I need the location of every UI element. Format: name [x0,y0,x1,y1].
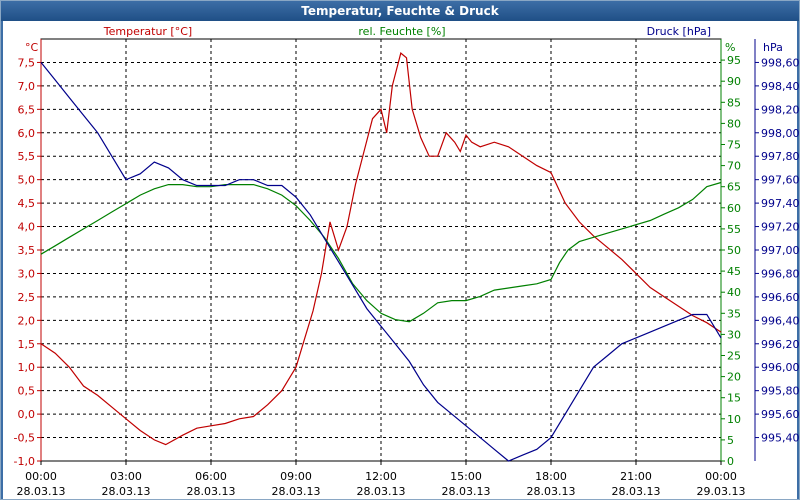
humidity-tick-label: 25 [727,350,741,363]
temperature-tick-label: -0,5 [14,432,35,445]
x-tick-date-label: 28.03.13 [527,485,576,498]
humidity-tick-label: 30 [727,328,741,341]
x-tick-time-label: 12:00 [365,470,397,483]
temperature-tick-label: 1,5 [18,338,36,351]
humidity-tick-label: 0 [727,455,734,468]
pressure-tick-label: 996,80 [761,267,800,280]
temperature-tick-label: 4,0 [18,221,36,234]
humidity-tick-label: 95 [727,54,741,67]
humidity-tick-label: 60 [727,202,741,215]
x-tick-time-label: 18:00 [535,470,567,483]
legend-label-humidity: rel. Feuchte [%] [358,25,445,38]
pressure-tick-label: 998,40 [761,80,800,93]
x-tick-time-label: 15:00 [450,470,482,483]
x-tick-time-label: 00:00 [25,470,57,483]
temperature-tick-label: 7,0 [18,80,36,93]
pressure-tick-label: 995,80 [761,385,800,398]
temperature-tick-label: 0,5 [18,385,36,398]
temperature-tick-label: 2,5 [18,291,36,304]
window-title: Temperatur, Feuchte & Druck [1,1,799,21]
temperature-tick-label: 6,0 [18,127,36,140]
humidity-tick-label: 80 [727,117,741,130]
x-tick-date-label: 28.03.13 [442,485,491,498]
temperature-tick-label: 5,0 [18,174,36,187]
temperature-tick-label: 0,0 [18,408,36,421]
humidity-tick-label: 85 [727,96,741,109]
pressure-tick-label: 995,60 [761,408,800,421]
temperature-unit-label: °C [25,41,39,54]
humidity-tick-label: 45 [727,265,741,278]
temperature-tick-label: 3,5 [18,244,36,257]
pressure-tick-label: 998,00 [761,127,800,140]
temperature-tick-label: 1,0 [18,361,36,374]
temperature-tick-label: 2,0 [18,314,36,327]
humidity-tick-label: 35 [727,307,741,320]
series-line-pressure [40,62,722,462]
x-tick-date-label: 28.03.13 [357,485,406,498]
humidity-tick-label: 75 [727,139,741,152]
x-tick-date-label: 28.03.13 [612,485,661,498]
humidity-tick-label: 70 [727,160,741,173]
humidity-tick-label: 90 [727,75,741,88]
humidity-unit-label: % [725,41,735,54]
x-tick-date-label: 28.03.13 [17,485,66,498]
temperature-tick-label: 4,5 [18,197,36,210]
right-border [797,21,799,499]
pressure-tick-label: 997,00 [761,244,800,257]
humidity-tick-label: 50 [727,244,741,257]
temperature-tick-label: -1,0 [14,455,35,468]
x-tick-date-label: 28.03.13 [102,485,151,498]
pressure-tick-label: 998,20 [761,103,800,116]
pressure-tick-label: 998,60 [761,56,800,69]
pressure-tick-label: 997,60 [761,174,800,187]
humidity-tick-label: 15 [727,392,741,405]
humidity-tick-label: 5 [727,434,734,447]
humidity-tick-label: 40 [727,286,741,299]
humidity-tick-label: 65 [727,181,741,194]
pressure-tick-label: 997,80 [761,150,800,163]
left-border [1,21,3,499]
humidity-tick-label: 20 [727,371,741,384]
x-tick-time-label: 21:00 [620,470,652,483]
x-tick-time-label: 09:00 [280,470,312,483]
pressure-tick-label: 996,60 [761,291,800,304]
temperature-tick-label: 3,0 [18,267,36,280]
x-tick-time-label: 03:00 [110,470,142,483]
x-tick-time-label: 00:00 [705,470,737,483]
series-line-temperature [40,52,722,446]
humidity-tick-label: 55 [727,223,741,236]
pressure-tick-label: 997,40 [761,197,800,210]
pressure-tick-label: 996,20 [761,338,800,351]
x-tick-date-label: 28.03.13 [272,485,321,498]
humidity-tick-label: 10 [727,413,741,426]
pressure-tick-label: 995,40 [761,432,800,445]
legend-label-temperature: Temperatur [°C] [103,25,192,38]
legend-label-pressure: Druck [hPa] [647,25,711,38]
series-line-humidity [40,181,722,323]
x-tick-date-label: 28.03.13 [187,485,236,498]
x-tick-date-label: 29.03.13 [697,485,746,498]
x-tick-time-label: 06:00 [195,470,227,483]
pressure-unit-label: hPa [763,41,783,54]
temperature-tick-label: 5,5 [18,150,36,163]
pressure-tick-label: 997,20 [761,221,800,234]
temperature-tick-label: 7,5 [18,56,36,69]
pressure-tick-label: 996,00 [761,361,800,374]
pressure-tick-label: 996,40 [761,314,800,327]
temperature-tick-label: 6,5 [18,103,36,116]
